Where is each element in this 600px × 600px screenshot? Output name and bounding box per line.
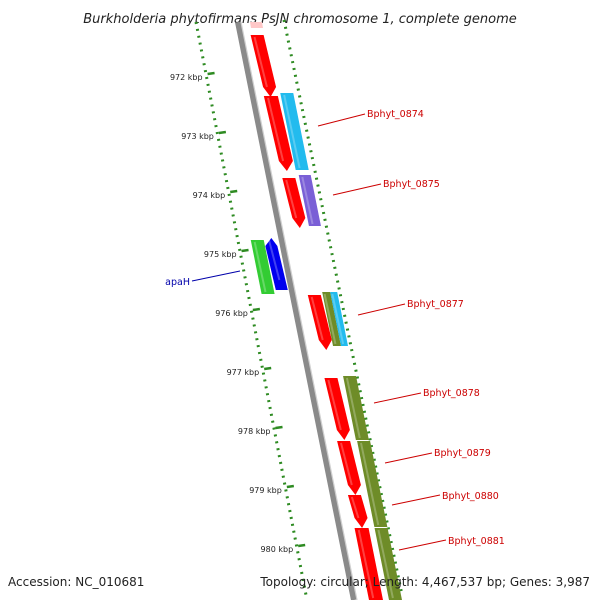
cds-red-7-highlight [350, 496, 360, 519]
cds-purple-1-highlight [301, 176, 314, 225]
cds-red-5-highlight [327, 379, 342, 431]
gene-label-bphyt-0878[interactable]: Bphyt_0878 [423, 388, 480, 399]
cds-red-1-highlight [253, 36, 268, 88]
cds-red-2 [263, 96, 293, 171]
leader-line [332, 183, 382, 196]
ruler-tick-label: 979 kbp [249, 486, 282, 495]
gene-label-bphyt-0875[interactable]: Bphyt_0875 [383, 179, 440, 190]
cds-faded-top [250, 22, 263, 28]
gene-labels: Bphyt_0874 Bphyt_0875 Bphyt_0877 Bphyt_0878… [165, 109, 505, 547]
cds-blue-1-highlight [267, 239, 281, 281]
cds-red-4 [307, 295, 332, 350]
leader-line [398, 539, 447, 551]
gene-label-bphyt-0880[interactable]: Bphyt_0880 [442, 491, 499, 502]
cds-cyan-2 [330, 292, 349, 346]
cds-red-1 [250, 35, 277, 97]
cds-olive-4-highlight [377, 529, 394, 599]
leader-line [384, 452, 433, 464]
cds-olive-4 [374, 528, 402, 600]
leader-line [373, 392, 422, 404]
accession-text: Accession: NC_010681 [8, 575, 144, 589]
genome-summary-text: Topology: circular; Length: 4,467,537 bp… [259, 575, 590, 589]
ruler-tick [264, 366, 272, 371]
cds-green-apaH-highlight [253, 241, 267, 293]
ruler-tick [207, 71, 215, 76]
cds-purple-1 [298, 175, 321, 226]
gene-features [250, 22, 402, 600]
cds-red-6 [337, 441, 361, 495]
ruler-tick-label: 974 kbp [193, 191, 226, 200]
outer-ruler-line [282, 19, 404, 596]
cds-olive-3 [357, 441, 388, 527]
cds-red-3-highlight [285, 179, 298, 219]
cds-red-5 [324, 378, 350, 440]
ruler-tick-label: 976 kbp [215, 309, 248, 318]
ruler-tick [297, 543, 306, 548]
cds-red-4-highlight [310, 296, 324, 341]
gene-label-bphyt-0879[interactable]: Bphyt_0879 [434, 448, 491, 459]
cds-olive-2 [343, 376, 369, 440]
cds-olive-1-highlight [323, 293, 337, 345]
cds-olive-2-highlight [345, 377, 361, 439]
cds-cyan-1-highlight [283, 94, 301, 169]
ruler-tick [230, 189, 238, 194]
cds-red-3 [282, 178, 306, 228]
cds-olive-3-highlight [360, 442, 380, 526]
map-title: Burkholderia phytofirmans PsJN chromosom… [83, 12, 517, 27]
gene-label-apah[interactable]: apaH [165, 277, 190, 288]
gene-label-bphyt-0874[interactable]: Bphyt_0874 [367, 109, 424, 120]
gene-label-bphyt-0881[interactable]: Bphyt_0881 [448, 536, 505, 547]
ruler-tick-label: 977 kbp [227, 368, 260, 377]
leader-line [191, 270, 241, 282]
cds-cyan-1 [280, 93, 309, 170]
leader-line [391, 494, 441, 506]
cds-red-8 [354, 528, 383, 600]
cds-red-2-highlight [267, 97, 285, 162]
cds-red-7 [347, 495, 368, 528]
ruler-tick [252, 307, 261, 312]
ruler-tick-label: 978 kbp [238, 427, 271, 436]
gene-label-bphyt-0877[interactable]: Bphyt_0877 [407, 299, 464, 310]
leader-line [357, 303, 406, 316]
cds-cyan-2-highlight [331, 293, 345, 345]
ruler-tick [241, 248, 249, 253]
ruler-tick-label: 980 kbp [261, 545, 294, 554]
leader-line [317, 113, 366, 127]
cds-red-8-highlight [357, 529, 375, 599]
cds-red-6-highlight [340, 442, 353, 486]
cds-green-apaH [250, 240, 275, 294]
ruler-tick [286, 484, 295, 489]
cds-olive-1 [322, 292, 342, 346]
chromosome-backbone-highlight [240, 21, 358, 600]
ruler-tick [275, 425, 283, 430]
chromosome-backbone [235, 21, 357, 600]
gene-leader-lines [191, 113, 447, 551]
ruler-tick-label: 973 kbp [181, 132, 214, 141]
ruler-tick-labels: 972 kbp 973 kbp 974 kbp 975 kbp 976 kbp 977 k… [170, 73, 293, 554]
ruler-tick-label: 972 kbp [170, 73, 203, 82]
ruler-tick-label: 975 kbp [204, 250, 237, 259]
ruler-ticks [207, 71, 306, 548]
ruler-tick [218, 130, 227, 135]
cds-blue-1 [265, 238, 288, 290]
